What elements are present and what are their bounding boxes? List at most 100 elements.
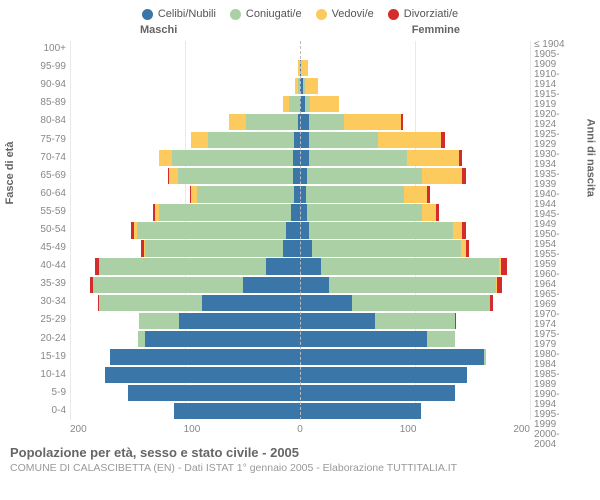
bar-segment [300,222,309,238]
birth-tick: 1930-1934 [530,150,580,170]
x-tick: 100 [400,424,417,435]
bar-segment [352,295,490,311]
bar-segment [266,258,301,274]
y-axis-age: 100+95-9990-9485-8980-8475-7970-7465-696… [20,40,70,420]
bar-segment [159,204,291,220]
bar-segment [145,331,300,347]
male-half [70,167,300,185]
bar-segment [300,258,321,274]
birth-tick: 1990-1994 [530,390,580,410]
female-half [300,366,530,384]
chart-wrap: Maschi Femmine Fasce di età Anni di nasc… [20,24,580,435]
male-half [70,294,300,312]
birth-tick: 1945-1949 [530,210,580,230]
bar-segment [293,168,300,184]
female-half [300,131,530,149]
birth-tick: 1920-1924 [530,110,580,130]
female-half [300,167,530,185]
bar-segment [93,277,243,293]
age-tick: 30-34 [20,297,70,307]
center-line [300,41,301,420]
legend-swatch [388,9,399,20]
bar-segment [422,168,462,184]
bar-segment [427,186,430,202]
male-half [70,41,300,59]
bar-segment [401,114,403,130]
bar-segment [307,168,422,184]
grid-line [530,41,531,420]
bar-segment [169,168,178,184]
chart-title: Popolazione per età, sesso e stato civil… [10,445,590,460]
bar-segment [300,403,421,419]
bar-segment [466,240,469,256]
bar-segment [229,114,246,130]
female-half [300,348,530,366]
bar-segment [378,132,441,148]
bar-segment [110,349,300,365]
legend-item: Vedovi/e [316,8,374,20]
female-half [300,276,530,294]
bar-segment [300,385,455,401]
bar-segment [307,204,422,220]
bar-segment [436,204,439,220]
birth-tick: 1970-1974 [530,310,580,330]
bar-segment [105,367,301,383]
bar-segment [301,60,308,76]
bar-segment [312,240,462,256]
male-half [70,113,300,131]
age-tick: 25-29 [20,315,70,325]
chart-container: Celibi/NubiliConiugati/eVedovi/eDivorzia… [0,0,600,500]
age-tick: 75-79 [20,135,70,145]
female-half [300,149,530,167]
birth-tick: 1910-1914 [530,70,580,90]
birth-tick: 1925-1929 [530,130,580,150]
legend-item: Divorziati/e [388,8,458,20]
birth-tick: 1940-1944 [530,190,580,210]
bar-segment [246,114,298,130]
male-half [70,131,300,149]
bar-segment [197,186,295,202]
female-half [300,294,530,312]
legend-label: Divorziati/e [404,8,458,20]
male-half [70,95,300,113]
gender-labels: Maschi Femmine [20,24,580,40]
bar-segment [300,331,427,347]
legend: Celibi/NubiliConiugati/eVedovi/eDivorzia… [0,0,600,24]
bar-segment [99,258,266,274]
bar-segment [310,96,339,112]
age-tick: 70-74 [20,153,70,163]
bar-segment [404,186,427,202]
bar-segment [208,132,294,148]
legend-label: Celibi/Nubili [158,8,216,20]
birth-tick: 1915-1919 [530,90,580,110]
female-half [300,185,530,203]
female-half [300,258,530,276]
bar-segment [501,258,507,274]
female-half [300,312,530,330]
legend-item: Celibi/Nubili [142,8,216,20]
female-half [300,402,530,420]
birth-tick: 1960-1964 [530,270,580,290]
bar-segment [441,132,444,148]
male-half [70,221,300,239]
bar-segment [293,150,300,166]
female-half [300,113,530,131]
female-half [300,384,530,402]
age-tick: 10-14 [20,370,70,380]
bar-segment [300,204,307,220]
bar-segment [286,222,300,238]
birth-tick: 1935-1939 [530,170,580,190]
bar-segment [407,150,459,166]
bar-segment [459,150,462,166]
bar-segment [289,96,301,112]
male-half [70,366,300,384]
bar-segment [422,204,436,220]
male-half [70,203,300,221]
female-half [300,41,530,59]
bar-segment [375,313,456,329]
bar-segment [455,313,456,329]
x-tick: 200 [513,424,530,435]
bar-segment [497,277,503,293]
bar-segment [300,295,352,311]
age-tick: 15-19 [20,352,70,362]
